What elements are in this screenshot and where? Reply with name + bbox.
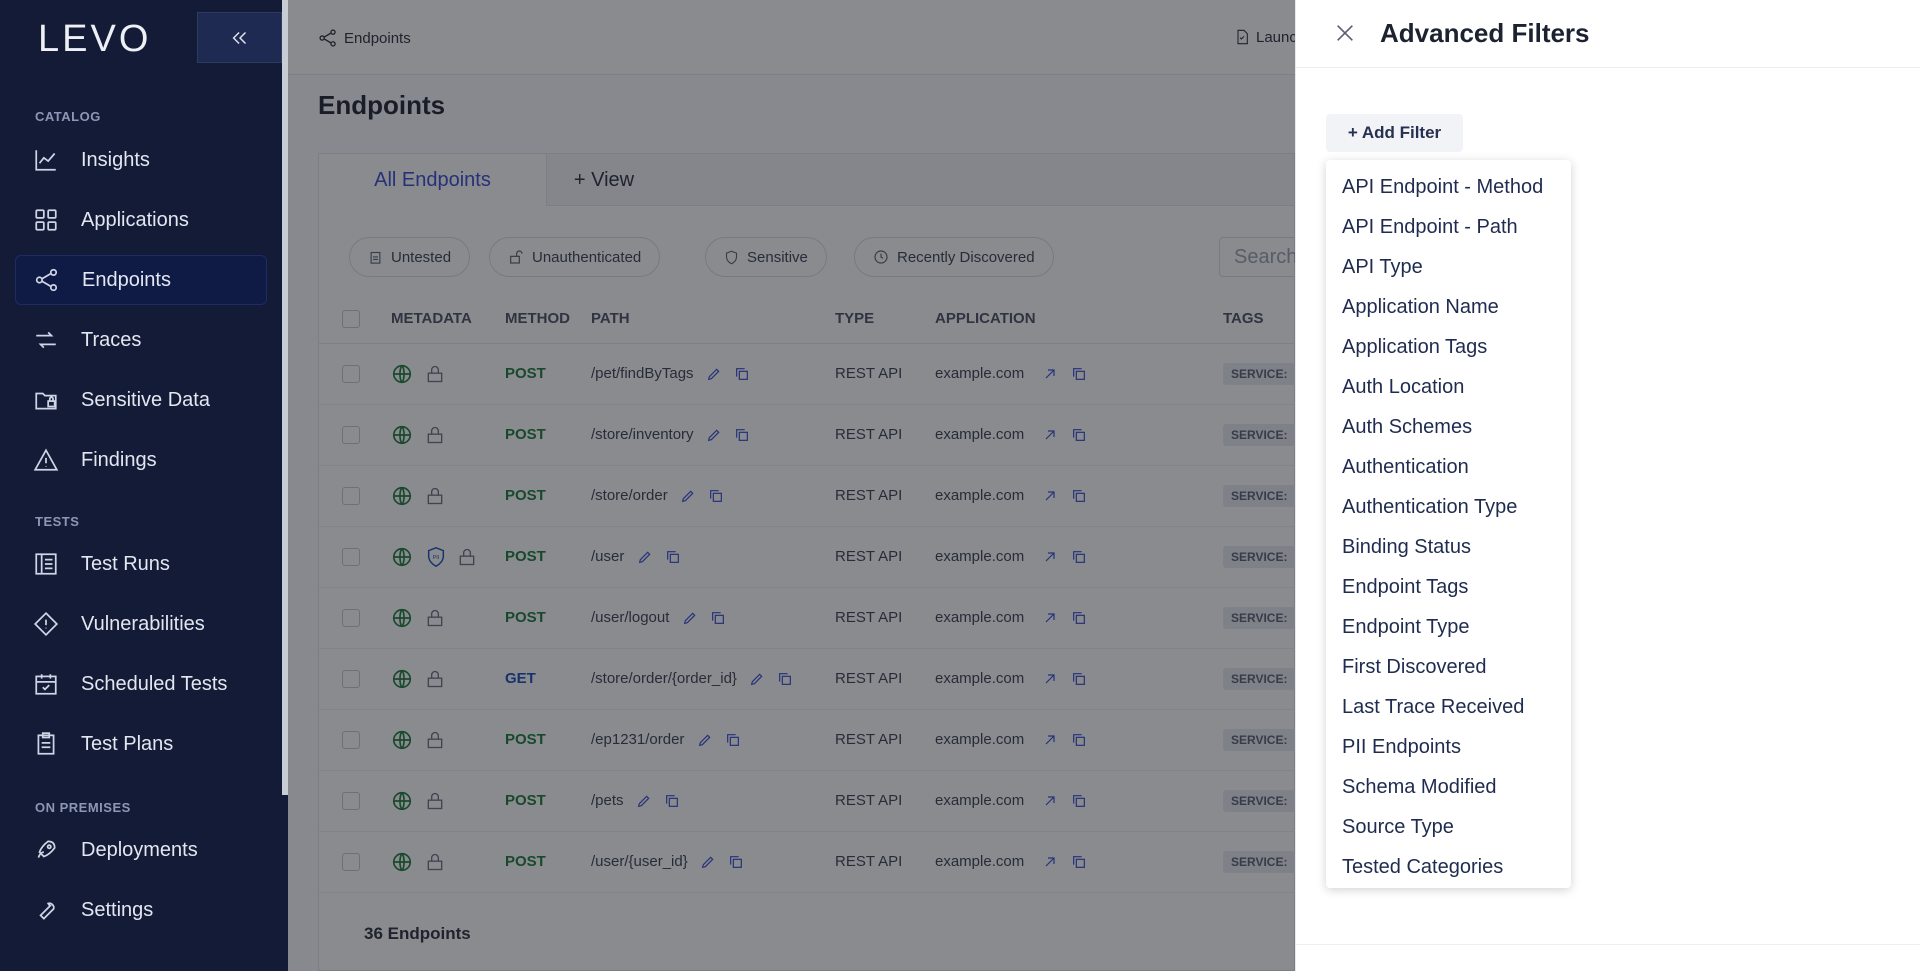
close-button[interactable] — [1334, 22, 1356, 44]
sidebar-item-label: Vulnerabilities — [81, 612, 205, 635]
filter-option[interactable]: Binding Status — [1342, 535, 1471, 558]
close-icon — [1337, 25, 1353, 41]
sidebar-item-label: Test Plans — [81, 732, 174, 755]
filter-option[interactable]: Application Tags — [1342, 335, 1488, 358]
advanced-filters-drawer: Advanced Filters + Add Filter API Endpoi… — [1295, 0, 1920, 971]
sidebar-item-sensitive-data[interactable]: Sensitive Data — [15, 375, 267, 425]
filter-option[interactable]: Auth Schemes — [1342, 415, 1473, 438]
drawer-title: Advanced Filters — [1380, 18, 1590, 48]
collapse-sidebar-button[interactable] — [197, 12, 282, 63]
filter-option[interactable]: Schema Modified — [1342, 775, 1497, 798]
section-label-catalog: CATALOG — [35, 109, 101, 124]
logo: LEVO — [38, 18, 152, 60]
test-runs-icon — [33, 551, 59, 577]
sidebar: LEVO CATALOG Insights Applications Endpo… — [0, 0, 288, 971]
sidebar-item-label: Test Runs — [81, 552, 170, 575]
sidebar-item-test-runs[interactable]: Test Runs — [15, 539, 267, 589]
filter-option[interactable]: API Endpoint - Method — [1342, 175, 1544, 198]
sidebar-item-label: Deployments — [81, 838, 198, 861]
sidebar-item-test-plans[interactable]: Test Plans — [15, 719, 267, 769]
sidebar-item-traces[interactable]: Traces — [15, 315, 267, 365]
sidebar-item-label: Findings — [81, 448, 157, 471]
filter-option[interactable]: API Type — [1342, 255, 1423, 278]
sidebar-scrollbar[interactable] — [282, 0, 288, 795]
chevrons-left-icon — [232, 31, 246, 44]
sidebar-item-findings[interactable]: Findings — [15, 435, 267, 485]
filter-option[interactable]: Auth Location — [1342, 375, 1465, 398]
section-label-tests: TESTS — [35, 514, 80, 529]
modal-backdrop[interactable] — [288, 0, 1295, 971]
endpoints-icon — [34, 267, 60, 293]
filter-option[interactable]: Authentication — [1342, 455, 1469, 478]
sidebar-item-applications[interactable]: Applications — [15, 195, 267, 245]
filter-option[interactable]: Source Type — [1342, 815, 1454, 838]
section-label-on-premises: ON PREMISES — [35, 800, 131, 815]
chart-line-icon — [33, 147, 59, 173]
sidebar-item-vulnerabilities[interactable]: Vulnerabilities — [15, 599, 267, 649]
folder-lock-icon — [33, 387, 59, 413]
sidebar-item-label: Scheduled Tests — [81, 672, 228, 695]
sidebar-item-settings[interactable]: Settings — [15, 885, 267, 935]
wrench-icon — [33, 897, 59, 923]
sidebar-item-label: Insights — [81, 148, 150, 171]
filter-option[interactable]: PII Endpoints — [1342, 735, 1461, 758]
sidebar-item-label: Applications — [81, 208, 189, 231]
filter-option[interactable]: Tested Categories — [1342, 855, 1504, 878]
filter-option[interactable]: Application Name — [1342, 295, 1499, 318]
add-filter-button[interactable]: + Add Filter — [1326, 114, 1463, 152]
filter-option[interactable]: Endpoint Tags — [1342, 575, 1469, 598]
sidebar-item-label: Traces — [81, 328, 142, 351]
filter-option[interactable]: API Endpoint - Path — [1342, 215, 1518, 238]
sidebar-item-label: Endpoints — [82, 268, 171, 291]
filter-option[interactable]: Last Trace Received — [1342, 695, 1525, 718]
clipboard-icon — [33, 731, 59, 757]
sidebar-item-scheduled-tests[interactable]: Scheduled Tests — [15, 659, 267, 709]
sidebar-item-insights[interactable]: Insights — [15, 135, 267, 185]
sidebar-item-deployments[interactable]: Deployments — [15, 825, 267, 875]
calendar-check-icon — [33, 671, 59, 697]
filter-option[interactable]: First Discovered — [1342, 655, 1487, 678]
filter-option[interactable]: Endpoint Type — [1342, 615, 1470, 638]
diamond-alert-icon — [33, 611, 59, 637]
rocket-icon — [33, 837, 59, 863]
sidebar-item-label: Sensitive Data — [81, 388, 210, 411]
sidebar-item-label: Settings — [81, 898, 154, 921]
warning-icon — [33, 447, 59, 473]
grid-icon — [33, 207, 59, 233]
drawer-divider — [1296, 944, 1920, 945]
drawer-header: Advanced Filters — [1296, 0, 1920, 68]
sidebar-item-endpoints[interactable]: Endpoints — [15, 255, 267, 305]
filter-options-dropdown: API Endpoint - Method API Endpoint - Path… — [1326, 160, 1571, 888]
traces-icon — [33, 327, 59, 353]
filter-option[interactable]: Authentication Type — [1342, 495, 1518, 518]
